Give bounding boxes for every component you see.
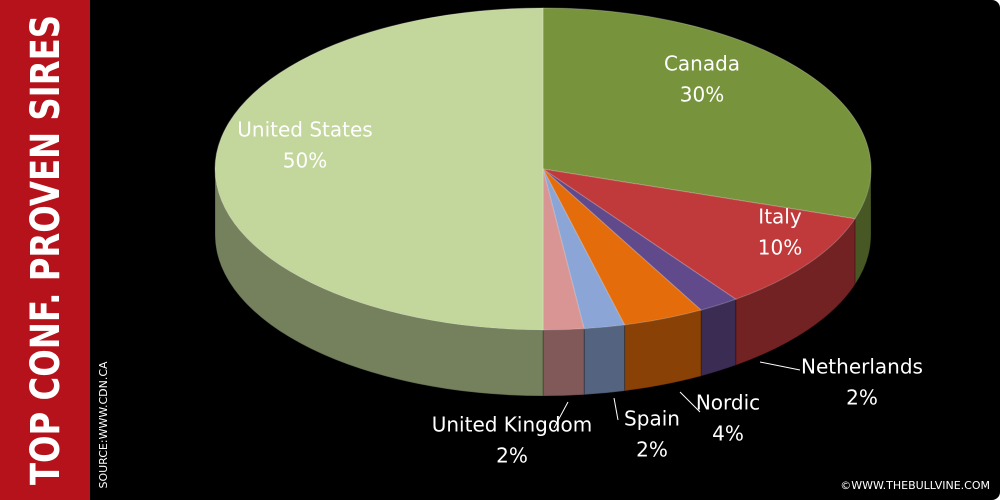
- leader-line: [759, 361, 801, 371]
- chart-title: TOP CONF. PROVEN SIRES: [23, 15, 69, 485]
- slice-side: [583, 324, 626, 396]
- leader-line: [613, 397, 619, 421]
- category-label: Canada: [664, 52, 740, 76]
- leader-line: [553, 401, 569, 429]
- value-label: 2%: [496, 444, 528, 468]
- category-label: Italy: [758, 205, 802, 229]
- category-label: Spain: [624, 407, 680, 431]
- source: SOURCE:WWW.CDN.CA: [97, 361, 110, 489]
- slice: [542, 168, 737, 311]
- slice: [542, 168, 585, 331]
- value-label: 10%: [758, 236, 802, 260]
- slice-side: [542, 328, 585, 397]
- leader-line: [679, 391, 701, 413]
- slice-side: [700, 298, 737, 377]
- value-label: 2%: [636, 438, 668, 462]
- title-bar: [0, 0, 90, 500]
- value-label: 4%: [712, 422, 744, 446]
- category-label: United States: [237, 118, 372, 142]
- category-label: Nordic: [696, 391, 760, 415]
- value-label: 50%: [283, 149, 327, 173]
- value-label: 2%: [846, 386, 878, 410]
- value-label: 30%: [680, 83, 724, 107]
- slice: [542, 7, 872, 220]
- slice: [542, 168, 626, 330]
- credit: ©WWW.THEBULLVINE.COM: [840, 479, 990, 492]
- category-label: United Kingdom: [432, 413, 593, 437]
- slice: [542, 168, 856, 300]
- slice: [542, 168, 703, 326]
- category-label: Netherlands: [801, 355, 923, 379]
- slice: [214, 7, 544, 331]
